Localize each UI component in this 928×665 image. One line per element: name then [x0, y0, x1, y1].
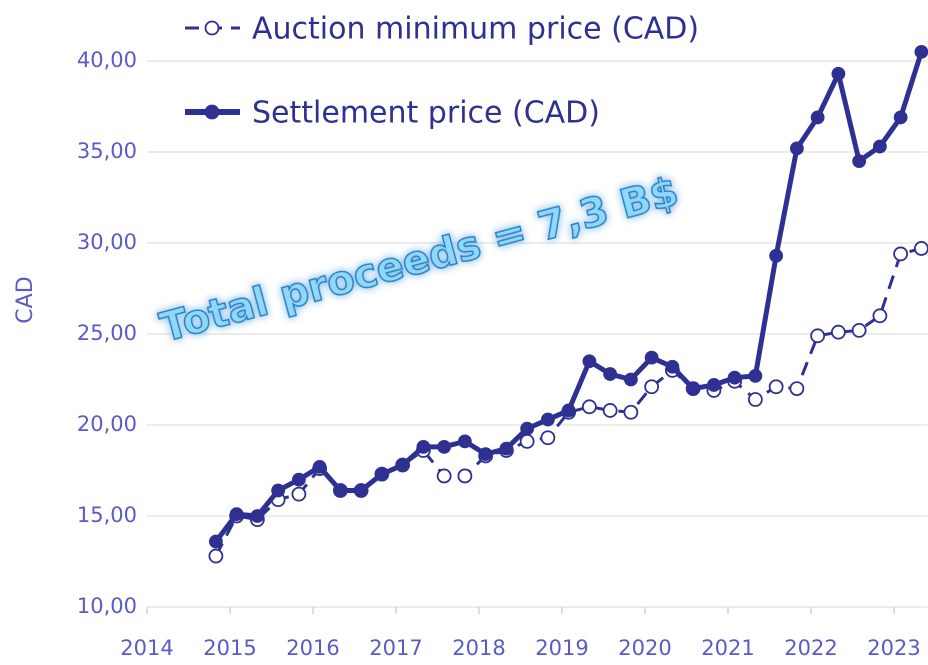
- legend-label: Settlement price (CAD): [252, 96, 600, 131]
- point: [706, 378, 721, 392]
- y-tick-label: 40,00: [77, 48, 137, 72]
- y-tick-label: 30,00: [77, 230, 137, 254]
- x-tick-label: 2014: [120, 636, 173, 660]
- y-tick-label: 20,00: [77, 412, 137, 436]
- annotation: Total proceeds = 7,3 B$: [156, 169, 684, 352]
- x-tick-label: 2020: [618, 636, 671, 660]
- x-tick-label: 2021: [701, 636, 754, 660]
- point: [914, 45, 928, 59]
- point: [291, 486, 307, 502]
- point: [416, 439, 431, 454]
- x-tick-label: 2022: [784, 636, 837, 660]
- point: [789, 141, 804, 156]
- point: [395, 458, 410, 472]
- point: [374, 467, 389, 482]
- point: [540, 412, 555, 427]
- y-axis-label: CAD: [13, 276, 38, 323]
- point: [727, 370, 742, 385]
- point: [872, 139, 887, 154]
- point: [872, 308, 888, 324]
- point: [851, 322, 867, 338]
- point: [768, 379, 784, 395]
- point: [623, 404, 639, 420]
- legend-label: Auction minimum price (CAD): [252, 12, 699, 47]
- point: [208, 548, 224, 564]
- point: [913, 241, 928, 256]
- point: [271, 483, 286, 498]
- point: [312, 459, 327, 474]
- point: [208, 534, 223, 549]
- point: [478, 447, 493, 462]
- point: [747, 392, 763, 407]
- legend-marker: [204, 104, 220, 120]
- point: [457, 468, 473, 484]
- point: [831, 66, 846, 81]
- point: [436, 468, 452, 484]
- point: [810, 110, 825, 125]
- point: [499, 441, 514, 456]
- point: [748, 368, 763, 383]
- point: [852, 154, 867, 169]
- point: [603, 367, 618, 381]
- point: [623, 372, 638, 387]
- point: [333, 483, 348, 498]
- point: [769, 248, 784, 263]
- y-tick-label: 15,00: [77, 503, 137, 527]
- point: [457, 434, 472, 449]
- x-tick-label: 2018: [452, 636, 505, 660]
- point: [519, 433, 535, 449]
- y-tick-label: 25,00: [77, 321, 137, 345]
- x-tick-label: 2019: [535, 636, 588, 660]
- x-tick-label: 2016: [286, 636, 339, 660]
- point: [354, 483, 369, 498]
- y-tick-label: 35,00: [77, 139, 137, 163]
- point: [893, 246, 909, 262]
- point: [644, 379, 660, 395]
- point: [561, 403, 576, 418]
- point: [291, 472, 306, 487]
- point: [582, 354, 597, 369]
- point: [893, 110, 908, 125]
- point: [686, 381, 701, 396]
- y-tick-label: 10,00: [77, 594, 137, 618]
- x-tick-label: 2023: [867, 636, 920, 660]
- point: [810, 328, 826, 344]
- x-tick-label: 2015: [203, 636, 256, 660]
- point: [644, 350, 659, 365]
- point: [830, 324, 846, 340]
- point: [250, 509, 265, 523]
- x-tick-label: 2017: [369, 636, 422, 660]
- point: [581, 399, 597, 415]
- point: [789, 381, 805, 397]
- point: [520, 421, 535, 436]
- point: [540, 430, 556, 446]
- point: [665, 359, 680, 374]
- point: [602, 403, 618, 418]
- legend-marker: [204, 20, 220, 36]
- point: [437, 439, 452, 454]
- point: [229, 507, 244, 522]
